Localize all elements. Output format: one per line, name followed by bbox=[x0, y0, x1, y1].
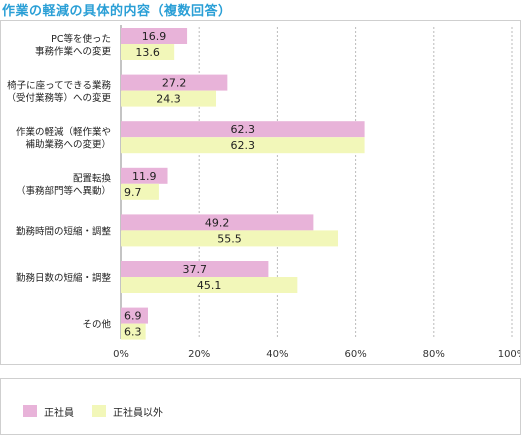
category-label: （事務部門等へ異動） bbox=[16, 185, 111, 197]
bar-series1 bbox=[121, 74, 228, 91]
legend-item-series2: 正社員以外 bbox=[92, 404, 163, 419]
x-tick-label: 80% bbox=[423, 349, 445, 360]
bar-value-label: 62.3 bbox=[231, 123, 256, 136]
bar-series1 bbox=[121, 307, 148, 324]
category-label: 事務作業への変更 bbox=[35, 45, 112, 57]
bar-value-label: 49.2 bbox=[205, 216, 230, 229]
legend-swatch-series1 bbox=[23, 405, 37, 417]
x-tick-label: 40% bbox=[266, 349, 288, 360]
bar-series1 bbox=[121, 261, 269, 277]
category-label: PC等を使った bbox=[51, 33, 111, 45]
category-label: 配置転換 bbox=[73, 173, 112, 185]
bar-value-label: 6.9 bbox=[124, 310, 142, 323]
bar-series1 bbox=[121, 121, 365, 138]
bar-series2 bbox=[121, 277, 298, 293]
category-label: （受付業務等）への変更 bbox=[6, 92, 111, 104]
bar-value-label: 27.2 bbox=[162, 77, 187, 90]
category-label: 勤務日数の短縮・調整 bbox=[16, 272, 112, 284]
bar-value-label: 6.3 bbox=[124, 326, 142, 339]
bar-value-label: 37.7 bbox=[182, 263, 207, 276]
category-label: 補助業務への変更） bbox=[25, 138, 111, 150]
x-tick-label: 0% bbox=[113, 349, 129, 360]
x-tick-label: 100% bbox=[498, 349, 520, 360]
bar-value-label: 24.3 bbox=[156, 93, 181, 106]
legend-item-series1: 正社員 bbox=[23, 404, 74, 419]
bar-series2 bbox=[121, 183, 159, 200]
x-tick-label: 60% bbox=[344, 349, 366, 360]
chart-title: 作業の軽減の具体的内容（複数回答） bbox=[2, 4, 232, 19]
category-label: 勤務時間の短縮・調整 bbox=[16, 225, 112, 237]
bar-series2 bbox=[121, 230, 339, 247]
bar-series1 bbox=[121, 28, 188, 44]
legend: 正社員 正社員以外 bbox=[0, 378, 521, 435]
bar-series2 bbox=[121, 323, 146, 340]
legend-swatch-series2 bbox=[92, 405, 106, 417]
category-label: 椅子に座ってできる業務 bbox=[7, 79, 111, 91]
category-label: その他 bbox=[82, 319, 111, 331]
bar-series2 bbox=[121, 137, 365, 154]
bar-value-label: 13.6 bbox=[135, 46, 160, 59]
bar-value-label: 55.5 bbox=[217, 232, 242, 245]
bar-value-label: 9.7 bbox=[124, 186, 142, 199]
legend-label-series2: 正社員以外 bbox=[113, 407, 163, 419]
bar-series2 bbox=[121, 44, 175, 60]
bar-value-label: 11.9 bbox=[132, 170, 157, 183]
x-tick-label: 20% bbox=[188, 349, 210, 360]
bar-series1 bbox=[121, 167, 168, 184]
bar-value-label: 16.9 bbox=[142, 30, 167, 43]
bar-series1 bbox=[121, 214, 314, 231]
bar-series2 bbox=[121, 90, 217, 107]
bar-value-label: 45.1 bbox=[197, 279, 222, 292]
legend-label-series1: 正社員 bbox=[44, 407, 74, 419]
category-label: 作業の軽減（軽作業や bbox=[16, 126, 111, 138]
bar-value-label: 62.3 bbox=[231, 139, 256, 152]
